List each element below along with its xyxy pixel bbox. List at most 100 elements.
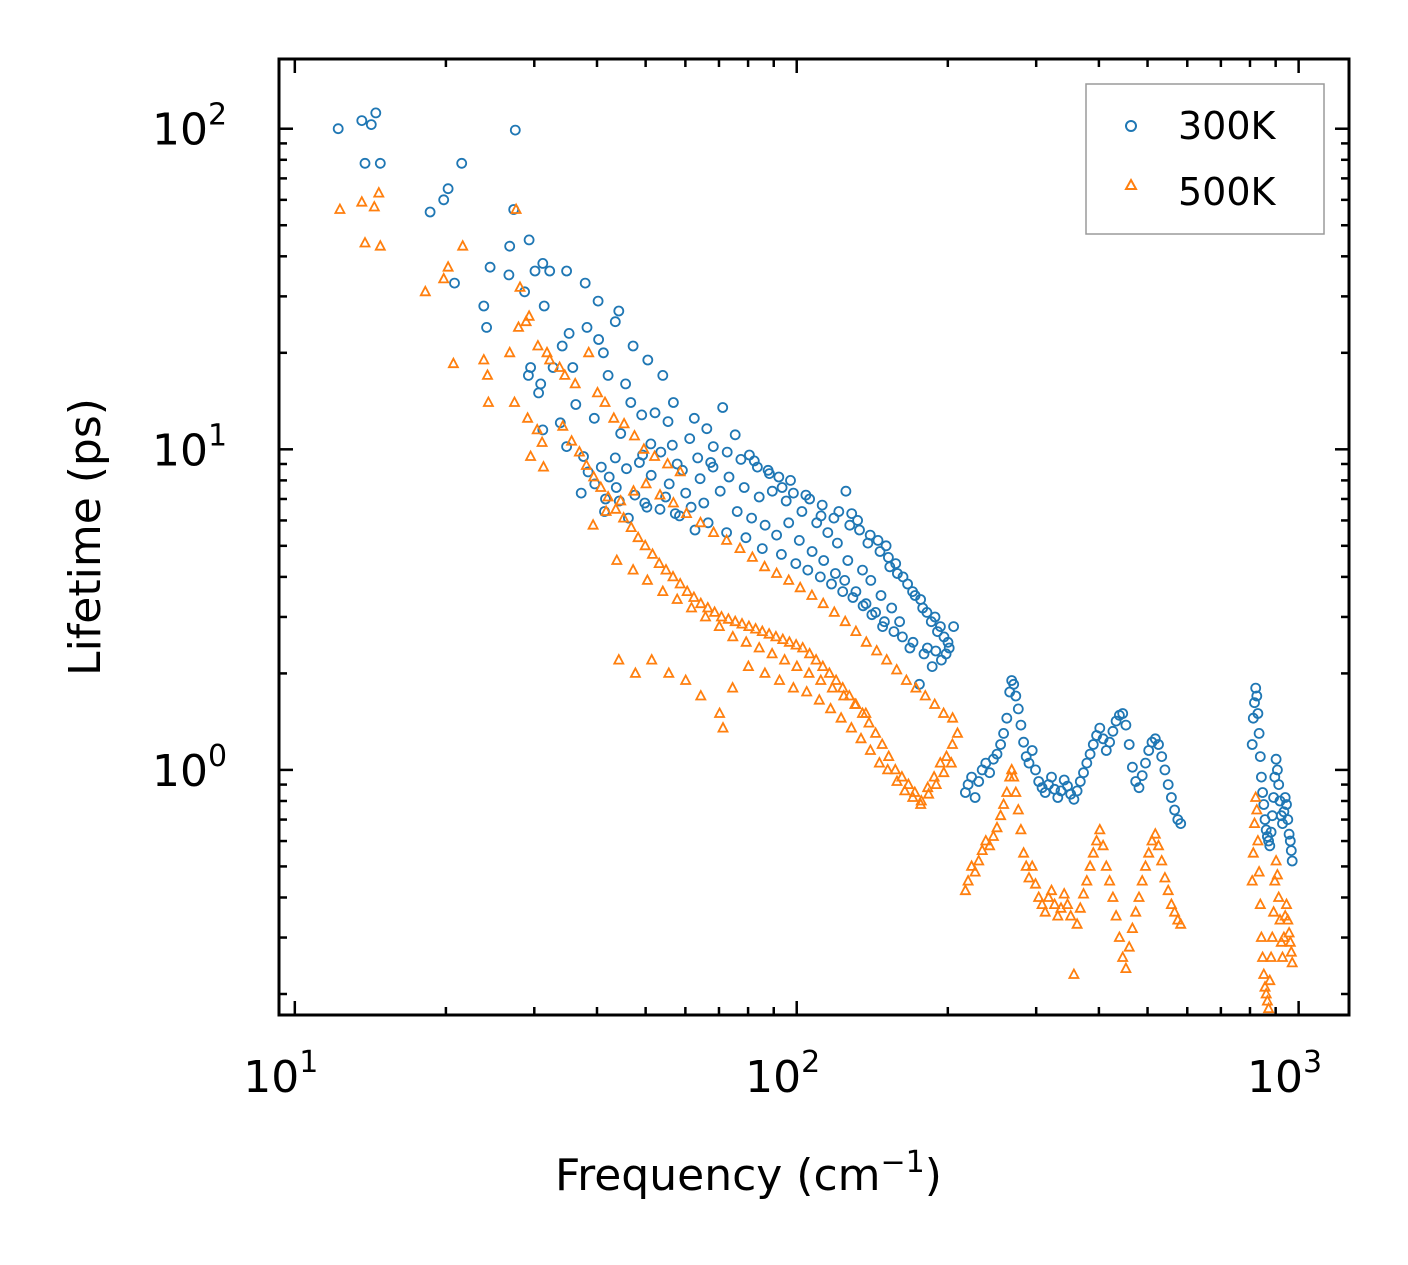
point-300k-53 xyxy=(588,412,600,424)
point-300k-296 xyxy=(1279,792,1291,803)
point-500k-284 xyxy=(1285,945,1298,957)
point-300k-104 xyxy=(796,506,808,517)
point-500k-234 xyxy=(1119,961,1132,973)
series-500k xyxy=(333,186,1299,1014)
point-500k-80 xyxy=(823,666,836,678)
point-500k-222 xyxy=(1080,874,1093,886)
point-300k-45 xyxy=(625,397,637,408)
point-300k-269 xyxy=(1246,739,1258,750)
point-500k-52 xyxy=(632,530,645,543)
legend: 300K 500K xyxy=(1085,83,1325,235)
point-300k-243 xyxy=(1094,722,1106,734)
point-500k-239 xyxy=(1136,874,1149,886)
point-300k-159 xyxy=(752,461,763,473)
point-300k-179 xyxy=(707,441,719,453)
point-300k-271 xyxy=(1249,697,1260,709)
point-300k-297 xyxy=(1281,799,1292,810)
point-500k-221 xyxy=(1077,887,1090,899)
point-300k-32 xyxy=(593,334,604,345)
x-tick-label-0: 101 xyxy=(243,1045,318,1103)
point-500k-33 xyxy=(591,385,604,398)
point-500k-112 xyxy=(766,646,779,659)
point-500k-186 xyxy=(969,865,982,877)
point-500k-181 xyxy=(937,706,950,718)
point-500k-199 xyxy=(1009,785,1022,797)
point-300k-151 xyxy=(802,564,814,576)
point-500k-9 xyxy=(456,239,469,251)
point-500k-70 xyxy=(756,624,769,636)
point-500k-102 xyxy=(627,563,640,575)
point-500k-50 xyxy=(617,511,630,523)
point-300k-19 xyxy=(449,277,460,289)
point-300k-246 xyxy=(1104,736,1115,748)
point-500k-158 xyxy=(680,506,693,518)
point-300k-148 xyxy=(756,543,768,554)
point-300k-281 xyxy=(1260,824,1272,836)
point-300k-88 xyxy=(943,642,955,654)
point-300k-160 xyxy=(764,468,775,480)
point-300k-194 xyxy=(600,493,611,505)
point-500k-121 xyxy=(612,653,625,665)
point-500k-55 xyxy=(653,556,666,568)
point-300k-251 xyxy=(1120,719,1132,731)
point-500k-212 xyxy=(1048,897,1061,909)
point-500k-6 xyxy=(419,284,432,297)
point-300k-196 xyxy=(639,497,651,509)
point-300k-5 xyxy=(374,157,386,169)
point-500k-13 xyxy=(482,395,495,407)
point-300k-111 xyxy=(692,452,704,464)
point-300k-99 xyxy=(857,564,868,576)
point-500k-192 xyxy=(991,820,1003,833)
point-500k-213 xyxy=(1051,909,1064,921)
point-300k-167 xyxy=(852,515,863,526)
point-300k-217 xyxy=(1012,703,1024,715)
point-300k-220 xyxy=(1020,751,1032,762)
point-500k-183 xyxy=(959,883,972,896)
point-300k-118 xyxy=(623,512,634,524)
point-300k-291 xyxy=(1273,779,1285,790)
point-500k-135 xyxy=(813,693,826,705)
point-300k-91 xyxy=(926,661,938,672)
point-500k-24 xyxy=(553,360,566,372)
point-500k-223 xyxy=(1084,859,1097,871)
point-500k-86 xyxy=(863,716,875,728)
y-tick-labels: 100 101 102 xyxy=(152,98,227,797)
point-300k-259 xyxy=(1146,736,1158,748)
point-300k-298 xyxy=(1282,814,1294,825)
point-500k-97 xyxy=(934,756,947,768)
point-300k-174 xyxy=(907,586,918,597)
point-500k-16 xyxy=(510,202,523,214)
point-300k-262 xyxy=(1156,751,1168,762)
point-500k-75 xyxy=(790,638,803,650)
point-300k-100 xyxy=(842,555,854,566)
point-300k-33 xyxy=(598,347,609,359)
point-300k-133 xyxy=(839,575,851,586)
point-500k-20 xyxy=(523,309,536,321)
point-300k-10 xyxy=(509,124,521,136)
point-500k-22 xyxy=(541,345,553,358)
point-300k-44 xyxy=(602,369,614,381)
point-500k-232 xyxy=(1113,930,1126,942)
y-tick-label-1: 101 xyxy=(152,418,227,476)
point-500k-8 xyxy=(442,260,455,272)
point-300k-62 xyxy=(666,439,678,451)
point-500k-251 xyxy=(1174,917,1187,929)
point-500k-229 xyxy=(1103,874,1116,886)
point-500k-273 xyxy=(1271,868,1284,880)
point-300k-71 xyxy=(816,499,828,511)
data-points xyxy=(332,107,1299,1014)
point-300k-175 xyxy=(915,594,926,605)
point-500k-247 xyxy=(1162,883,1175,896)
point-300k-221 xyxy=(1023,757,1035,769)
point-300k-211 xyxy=(998,728,1009,739)
point-300k-56 xyxy=(537,424,549,436)
point-300k-176 xyxy=(921,607,933,618)
point-300k-140 xyxy=(907,636,919,648)
point-500k-161 xyxy=(720,533,733,545)
point-300k-147 xyxy=(740,532,752,544)
point-300k-250 xyxy=(1117,708,1129,719)
point-500k-197 xyxy=(1005,762,1018,775)
point-500k-231 xyxy=(1110,909,1123,921)
point-500k-5 xyxy=(374,239,387,251)
point-300k-161 xyxy=(776,482,788,493)
